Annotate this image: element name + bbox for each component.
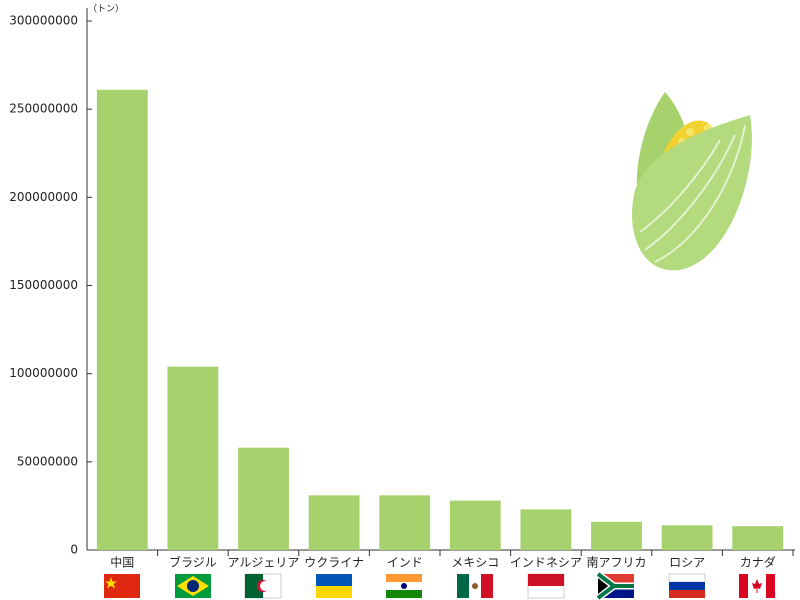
- corn-illustration: [632, 92, 752, 271]
- x-tick-label: 南アフリカ: [586, 555, 646, 570]
- flag-ukraine: [316, 574, 352, 598]
- bar: [379, 495, 431, 550]
- bar: [167, 366, 219, 550]
- flag-indonesia: [527, 573, 565, 599]
- x-tick-label: インドネシア: [510, 556, 582, 570]
- x-tick-label: ブラジル: [169, 555, 217, 570]
- x-tick-label: アルジェリア: [228, 556, 300, 570]
- x-tick-label: カナダ: [740, 555, 776, 570]
- flag-south-africa: [595, 571, 634, 600]
- flag-brazil: [175, 574, 211, 598]
- bar: [96, 89, 148, 551]
- y-tick-label: 50000000: [17, 454, 78, 468]
- bar: [308, 495, 360, 550]
- y-tick-label: 250000000: [9, 102, 78, 116]
- flag-algeria: [244, 573, 282, 599]
- bar: [732, 526, 784, 550]
- bar: [520, 509, 572, 550]
- x-tick-label: メキシコ: [451, 556, 499, 570]
- y-tick-label: 0: [70, 543, 78, 557]
- flag-china: [104, 574, 140, 598]
- y-tick-label: 100000000: [9, 366, 78, 380]
- x-tick-label: 中国: [110, 555, 134, 570]
- y-tick-label: 150000000: [9, 278, 78, 292]
- flag-india: [386, 574, 422, 598]
- flag-mexico: [457, 574, 493, 598]
- bar: [661, 525, 713, 550]
- x-tick-label: ウクライナ: [304, 556, 364, 570]
- unit-label: （トン）: [88, 4, 124, 15]
- bar: [449, 500, 501, 550]
- flag-russia: [668, 573, 706, 598]
- x-tick-label: ロシア: [669, 556, 705, 570]
- flag-canada: [739, 574, 775, 598]
- bar: [591, 521, 642, 550]
- bar: [238, 447, 289, 550]
- y-tick-label: 200000000: [9, 190, 78, 204]
- y-tick-label: 300000000: [9, 14, 78, 28]
- x-tick-label: インド: [387, 556, 423, 570]
